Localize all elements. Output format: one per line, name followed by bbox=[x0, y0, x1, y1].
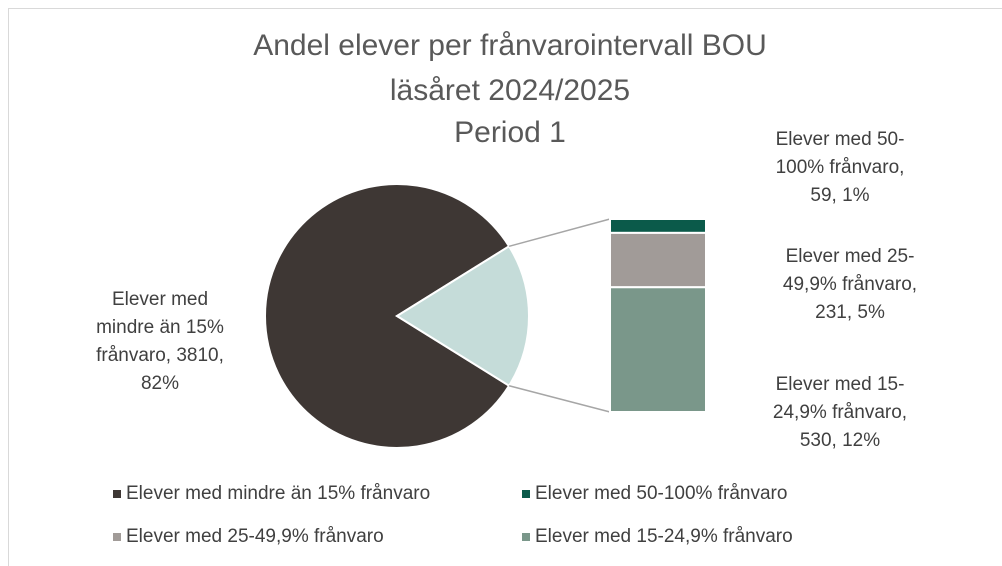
legend-label: Elever med mindre än 15% frånvaro bbox=[126, 483, 430, 504]
data-label-line: Elever med bbox=[112, 289, 208, 310]
data-label-line: frånvaro, 3810, bbox=[96, 345, 224, 366]
data-label-line: 24,9% frånvaro, bbox=[773, 402, 907, 423]
data-label-line: 530, 12% bbox=[800, 430, 880, 451]
data-label-line: 59, 1% bbox=[810, 185, 869, 206]
data-label-line: mindre än 15% bbox=[96, 317, 224, 338]
connector bbox=[508, 218, 611, 248]
legend-label: Elever med 25-49,9% frånvaro bbox=[126, 526, 384, 547]
bar-segment bbox=[609, 286, 707, 414]
legend-marker bbox=[113, 490, 121, 498]
data-label-line: Elever med 50- bbox=[776, 129, 905, 150]
chart-title: Andel elever per frånvarointervall BOU bbox=[253, 29, 767, 62]
bar-segment bbox=[609, 218, 707, 234]
pie-slice-other bbox=[395, 244, 530, 388]
legend-marker bbox=[522, 490, 530, 498]
chart-title: Period 1 bbox=[454, 116, 566, 149]
data-label: Elever med 25- 49,9% frånvaro, 231, 5% bbox=[783, 246, 917, 323]
legend-marker bbox=[113, 533, 121, 541]
data-label: Elever med mindre än 15% frånvaro, 3810, 82… bbox=[96, 289, 224, 394]
pie-slice bbox=[264, 183, 511, 449]
legend-label: Elever med 50-100% frånvaro bbox=[535, 483, 787, 504]
chart-title: läsåret 2024/2025 bbox=[390, 74, 630, 107]
data-label: Elever med 50- 100% frånvaro, 59, 1% bbox=[776, 129, 905, 206]
data-label-line: 82% bbox=[141, 373, 179, 394]
bar-segment bbox=[609, 231, 707, 289]
data-label: Elever med 15- 24,9% frånvaro, 530, 12% bbox=[773, 374, 907, 451]
data-label-line: 100% frånvaro, bbox=[776, 157, 905, 178]
data-label-line: 49,9% frånvaro, bbox=[783, 274, 917, 295]
data-label-line: Elever med 15- bbox=[776, 374, 905, 395]
legend-marker bbox=[522, 533, 530, 541]
legend-label: Elever med 15-24,9% frånvaro bbox=[535, 526, 793, 547]
data-label-line: 231, 5% bbox=[815, 302, 885, 323]
data-label-line: Elever med 25- bbox=[786, 246, 915, 267]
connector bbox=[508, 384, 611, 413]
